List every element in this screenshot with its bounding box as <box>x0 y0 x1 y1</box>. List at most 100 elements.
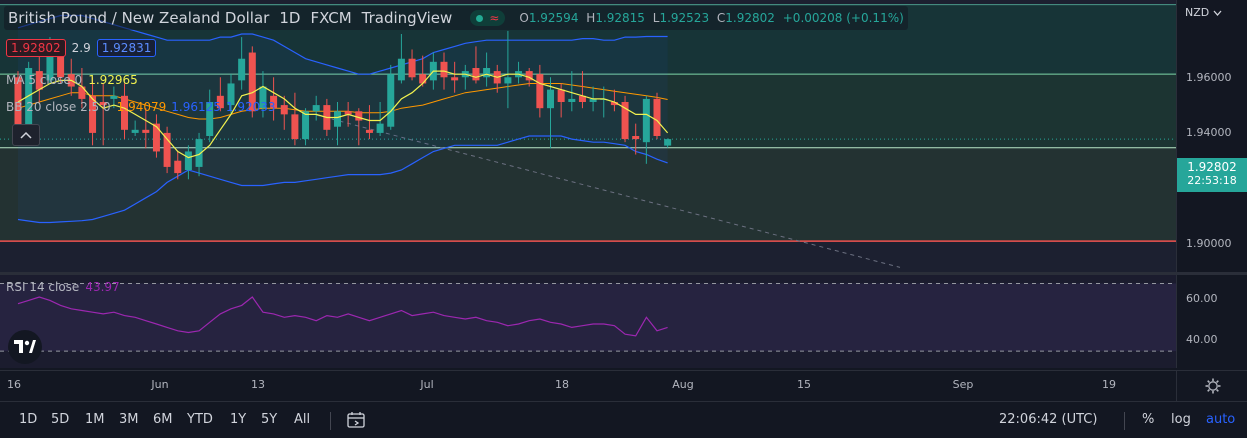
candle-body <box>184 151 192 170</box>
candle-body <box>152 123 160 152</box>
chart-settings-button[interactable] <box>1176 370 1247 401</box>
ohlc-values: O1.92594 H1.92815 L1.92523 C1.92802 +0.0… <box>519 11 904 25</box>
candle-body <box>99 102 107 106</box>
candle-body <box>195 139 203 167</box>
rsi-axis[interactable]: 60.00 40.00 <box>1176 275 1247 368</box>
auto-toggle[interactable]: auto <box>1206 412 1236 427</box>
buy-button[interactable]: 1.92831 <box>96 39 157 57</box>
candle-body <box>89 95 97 133</box>
utc-clock[interactable]: 22:06:42 (UTC) <box>999 412 1098 427</box>
rsi-tick: 60.00 <box>1186 292 1218 305</box>
price-chart-pane[interactable]: British Pound / New Zealand Dollar 1D FX… <box>0 0 1176 272</box>
bb-legend[interactable]: BB 20 close 2.5 0 1.94079 1.96125 1.9203… <box>6 97 276 117</box>
timeframe-1y[interactable]: 1Y <box>230 412 247 427</box>
time-tick: 18 <box>555 378 569 391</box>
bb-lower-value: 1.92033 <box>225 100 276 114</box>
timeframe-1d[interactable]: 1D <box>19 412 38 427</box>
gear-icon <box>1205 378 1221 394</box>
candle-body <box>642 98 650 143</box>
timeframe-ytd[interactable]: YTD <box>187 412 213 427</box>
candle-body <box>472 68 480 81</box>
candle-body <box>312 105 320 112</box>
candle-body <box>174 160 182 174</box>
candle-body <box>35 71 43 90</box>
candle-body <box>46 46 54 81</box>
rsi-pane[interactable]: RSI 14 close 43.97 <box>0 275 1176 368</box>
candle-body <box>440 61 448 78</box>
buy-sell-panel: 1.92802 2.9 1.92831 <box>6 38 162 58</box>
candle-body <box>632 136 640 140</box>
candle-body <box>280 105 288 115</box>
toolbar-divider <box>330 412 331 430</box>
tradingview-logo[interactable] <box>8 330 42 364</box>
candle-body <box>344 111 352 115</box>
wave-icon: ≈ <box>489 11 500 25</box>
price-chart-canvas[interactable] <box>0 0 1176 272</box>
time-tick: Aug <box>672 378 694 391</box>
bb-upper-value: 1.96125 <box>171 100 221 114</box>
price-tick: 1.96000 <box>1186 71 1232 84</box>
rsi-legend[interactable]: RSI 14 close 43.97 <box>6 277 120 297</box>
candle-body <box>451 77 459 81</box>
close-value: 1.92802 <box>725 11 775 25</box>
candle-body <box>536 74 544 109</box>
bb-lower-line <box>17 135 668 224</box>
candle-body <box>227 83 235 106</box>
candle-body <box>259 86 267 109</box>
bb-basis-value: 1.94079 <box>116 100 167 114</box>
market-status-pill[interactable]: ≈ <box>470 10 506 26</box>
candle-body <box>110 95 118 99</box>
candle-body <box>589 98 597 102</box>
open-value: 1.92594 <box>528 11 579 25</box>
price-axis[interactable]: NZD 1.96000 1.94000 1.92000 1.90000 <box>1176 0 1247 272</box>
symbol-header[interactable]: British Pound / New Zealand Dollar 1D FX… <box>4 6 908 30</box>
change-value: +0.00208 (+0.11%) <box>782 11 904 25</box>
candle-body <box>121 95 128 130</box>
bb-legend-label: BB 20 close 2.5 0 <box>6 100 111 114</box>
log-toggle[interactable]: log <box>1171 412 1191 427</box>
candle-body <box>163 132 171 167</box>
time-tick: 16 <box>7 378 21 391</box>
interval-label[interactable]: 1D <box>279 9 301 27</box>
candle-body <box>419 74 427 84</box>
sell-button[interactable]: 1.92802 <box>6 39 66 57</box>
symbol-title[interactable]: British Pound / New Zealand Dollar <box>8 9 270 27</box>
rsi-line <box>17 296 668 337</box>
candle-body <box>302 111 310 140</box>
percent-toggle[interactable]: % <box>1142 412 1155 427</box>
timeframe-5d[interactable]: 5D <box>51 412 70 427</box>
pane-separator[interactable] <box>0 272 1247 275</box>
candle-body <box>206 102 214 136</box>
rsi-legend-value: 43.97 <box>85 280 120 294</box>
low-value: 1.92523 <box>659 11 710 25</box>
timeframe-6m[interactable]: 6M <box>153 412 173 427</box>
time-axis[interactable]: 16 Jun 13 Jul 18 Aug 15 Sep 19 <box>0 370 1176 401</box>
calendar-range-icon <box>347 412 365 428</box>
candle-body <box>291 114 299 140</box>
candle-body <box>270 95 278 109</box>
timeframe-1m[interactable]: 1M <box>85 412 105 427</box>
currency-label: NZD <box>1185 6 1210 19</box>
rsi-canvas[interactable] <box>0 275 1176 368</box>
timeframe-all[interactable]: All <box>294 412 311 427</box>
timeframe-5y[interactable]: 5Y <box>261 412 278 427</box>
bottom-toolbar: 1D 5D 1M 3M 6M YTD 1Y 5Y All 22:06:42 (U… <box>0 401 1247 438</box>
tv-logo-icon <box>14 340 36 353</box>
currency-selector[interactable]: NZD <box>1185 6 1222 19</box>
timeframe-3m[interactable]: 3M <box>119 412 139 427</box>
ma-legend[interactable]: MA 5 close 0 1.92965 <box>6 70 138 90</box>
candle-body <box>578 95 586 102</box>
collapse-legend-button[interactable] <box>12 124 40 146</box>
chevron-down-icon <box>1213 10 1222 16</box>
candle-body <box>248 52 256 112</box>
time-tick: Sep <box>952 378 974 391</box>
ma-line <box>17 70 669 159</box>
date-range-button[interactable] <box>346 411 368 433</box>
market-open-dot-icon <box>476 14 484 22</box>
candle-body <box>653 98 661 136</box>
price-tick: 1.94000 <box>1186 126 1232 139</box>
candle-body <box>397 58 405 81</box>
price-tick: 1.90000 <box>1186 237 1232 250</box>
candle-body <box>483 68 491 78</box>
